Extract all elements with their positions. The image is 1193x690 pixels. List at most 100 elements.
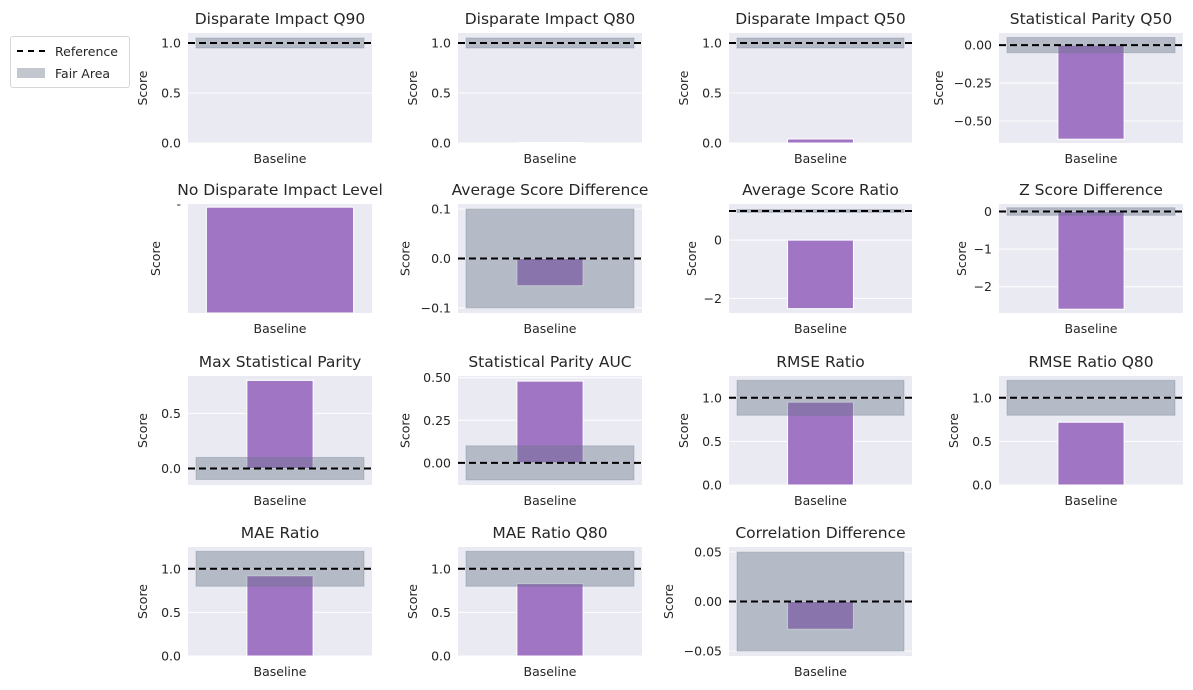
subplot-title: RMSE Ratio Q80 [1028, 353, 1153, 371]
bar-baseline [246, 142, 314, 145]
bar-baseline [246, 575, 314, 657]
x-tick-label: Baseline [524, 151, 577, 166]
y-tick-label: 1.0 [161, 36, 181, 51]
subplot-title: Statistical Parity Q50 [1010, 10, 1172, 28]
axes-background [729, 33, 912, 143]
y-tick-label: 0.5 [972, 434, 992, 449]
y-tick-label: 0.0 [161, 649, 181, 664]
y-tick-label: 0.0 [702, 136, 722, 151]
bar-baseline [1057, 421, 1125, 486]
y-tick-label: 0.0 [161, 136, 181, 151]
y-tick-label: 0.5 [161, 406, 181, 421]
x-tick-label: Baseline [524, 664, 577, 679]
x-tick-label: Baseline [524, 493, 577, 508]
legend-item-reference: Reference [11, 40, 129, 62]
subplot: 0 −2 Average Score Ratio Baseline Score [684, 181, 912, 336]
y-axis-label: Score [405, 70, 420, 105]
axes-background [188, 33, 372, 143]
bar-baseline [787, 138, 854, 144]
y-tick-label: 0.0 [431, 251, 451, 266]
y-tick-label: 0.00 [423, 455, 451, 470]
y-tick-label: −0.25 [954, 76, 992, 91]
subplot: 0.00 0.25 0.50 Statistical Parity AUC Baseli… [398, 353, 642, 508]
subplot: 0.0 0.5 1.0 MAE Ratio Q80 Baseline Score [405, 524, 642, 679]
axes-background [458, 33, 642, 143]
y-tick-label: 0.5 [702, 434, 722, 449]
y-tick-label: −0.1 [421, 301, 451, 316]
bar-baseline [246, 379, 314, 469]
y-tick-label: 0.5 [431, 86, 451, 101]
subplot: 0.0 0.5 1.0 Disparate Impact Q50 Baseline Sco… [676, 10, 912, 166]
y-tick-label: 0.0 [972, 478, 992, 493]
y-axis-label: Score [135, 413, 150, 448]
y-tick-label: 0.0 [702, 478, 722, 493]
subplot: 0.00 −0.25 −0.50 Statistical Parity Q50 Base… [931, 10, 1183, 166]
y-tick-label: 0.0 [161, 461, 181, 476]
legend-label: Reference [55, 43, 118, 59]
y-tick-label: 0.0 [431, 136, 451, 151]
subplot-title: Correlation Difference [735, 524, 905, 542]
x-tick-label: Baseline [254, 493, 307, 508]
x-tick-label: Baseline [794, 664, 847, 679]
x-tick-label: Baseline [254, 321, 307, 336]
y-axis-label: Score [398, 413, 413, 448]
y-tick-label: 0.0 [431, 649, 451, 664]
subplot-title: Max Statistical Parity [199, 353, 362, 371]
reference-line-swatch [17, 50, 45, 52]
x-tick-label: Baseline [254, 151, 307, 166]
y-axis-label: Score [954, 241, 969, 276]
legend-item-fair-area: Fair Area [11, 62, 129, 84]
subplot-title: Disparate Impact Q80 [465, 10, 636, 28]
subplot-title: Z Score Difference [1019, 181, 1163, 199]
y-tick-label: 0.5 [161, 86, 181, 101]
y-tick-label: 0.00 [964, 38, 992, 53]
y-tick-label: 0.25 [423, 413, 451, 428]
y-tick-label: −1 [974, 242, 992, 257]
y-tick-label: 1.0 [161, 561, 181, 576]
legend: Reference Fair Area [10, 36, 130, 88]
bar-baseline [516, 380, 584, 464]
subplot-title: Disparate Impact Q90 [195, 10, 366, 28]
y-axis-label: Score [931, 70, 946, 105]
subplot: −0.05 0.00 0.05 Correlation Difference Basel… [661, 524, 912, 679]
bar-baseline [516, 142, 584, 144]
x-tick-label: Baseline [1065, 493, 1118, 508]
y-tick-label: 0.00 [694, 594, 722, 609]
y-tick-label: 0.05 [694, 544, 722, 559]
y-tick-label: −0.50 [954, 114, 992, 129]
subplot: -No Disparate Impact Level Baseline Score [148, 181, 383, 336]
y-axis-label: Score [148, 241, 163, 276]
y-axis-label: Score [398, 241, 413, 276]
fair-area-swatch [17, 68, 45, 78]
y-tick-label: 0.5 [161, 605, 181, 620]
subplot-title: Disparate Impact Q50 [735, 10, 906, 28]
y-tick-label: −2 [704, 291, 722, 306]
x-tick-label: Baseline [1065, 321, 1118, 336]
subplot-title: Average Score Ratio [742, 181, 899, 199]
subplot: 0.0 0.5 1.0 Disparate Impact Q80 Baseline Sco… [405, 10, 642, 166]
y-axis-label: Score [946, 413, 961, 448]
bar-baseline [1057, 44, 1125, 140]
bar-baseline [787, 239, 854, 310]
subplot-title: Average Score Difference [452, 181, 649, 199]
y-tick-label: 1.0 [431, 561, 451, 576]
bar-baseline [205, 206, 355, 314]
y-axis-label: Score [676, 70, 691, 105]
y-tick-label: 0.1 [431, 201, 451, 216]
y-tick-label: 0.5 [702, 86, 722, 101]
y-axis-label: Score [661, 584, 676, 619]
x-tick-label: Baseline [794, 321, 847, 336]
legend-label: Fair Area [55, 65, 111, 81]
subplot: 0.0 0.5 1.0 RMSE Ratio Q80 Baseline Score [946, 353, 1183, 508]
subplot: 0.0 0.5 Max Statistical Parity Baseline Scor… [135, 353, 372, 508]
y-tick-label: - [176, 197, 181, 212]
x-tick-label: Baseline [1065, 151, 1118, 166]
y-tick-label: 0 [714, 233, 722, 248]
subplot: 0.0 0.5 1.0 Disparate Impact Q90 Baseline Sco… [135, 10, 372, 166]
bar-baseline [787, 401, 854, 486]
x-tick-label: Baseline [254, 664, 307, 679]
y-tick-label: −0.05 [684, 644, 722, 659]
y-tick-label: 1.0 [972, 390, 992, 405]
